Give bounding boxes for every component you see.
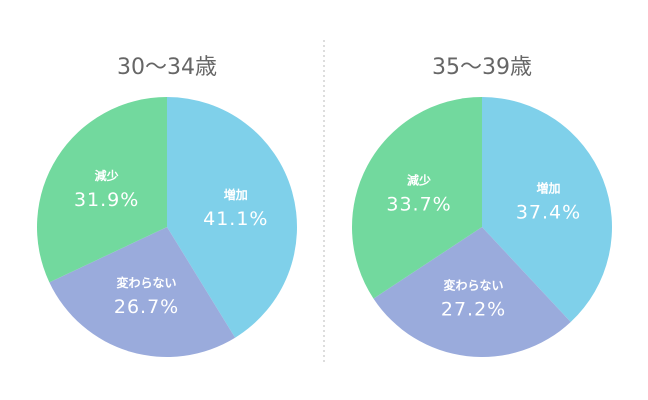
slice-category: 増加 (224, 187, 248, 202)
slice-value: 37.4% (516, 201, 581, 223)
pie-slice (482, 97, 612, 323)
pie-slice (167, 97, 298, 338)
pie-slice (373, 227, 571, 357)
pie-slice (351, 97, 482, 299)
pie-slice (36, 97, 168, 283)
slice-category: 変わらない (117, 275, 177, 290)
slice-value: 27.2% (441, 299, 506, 321)
slice-value: 41.1% (203, 208, 268, 230)
pie-slice (49, 227, 236, 357)
chart-title: 30〜34歳 (117, 55, 217, 80)
chart-title: 35〜39歳 (432, 55, 532, 80)
slice-category: 変わらない (444, 278, 504, 293)
slice-category: 減少 (95, 168, 119, 183)
slice-category: 増加 (537, 180, 561, 195)
slice-value: 33.7% (386, 194, 451, 216)
slice-value: 31.9% (74, 189, 139, 211)
slice-value: 26.7% (114, 296, 179, 318)
slice-category: 減少 (407, 173, 431, 188)
